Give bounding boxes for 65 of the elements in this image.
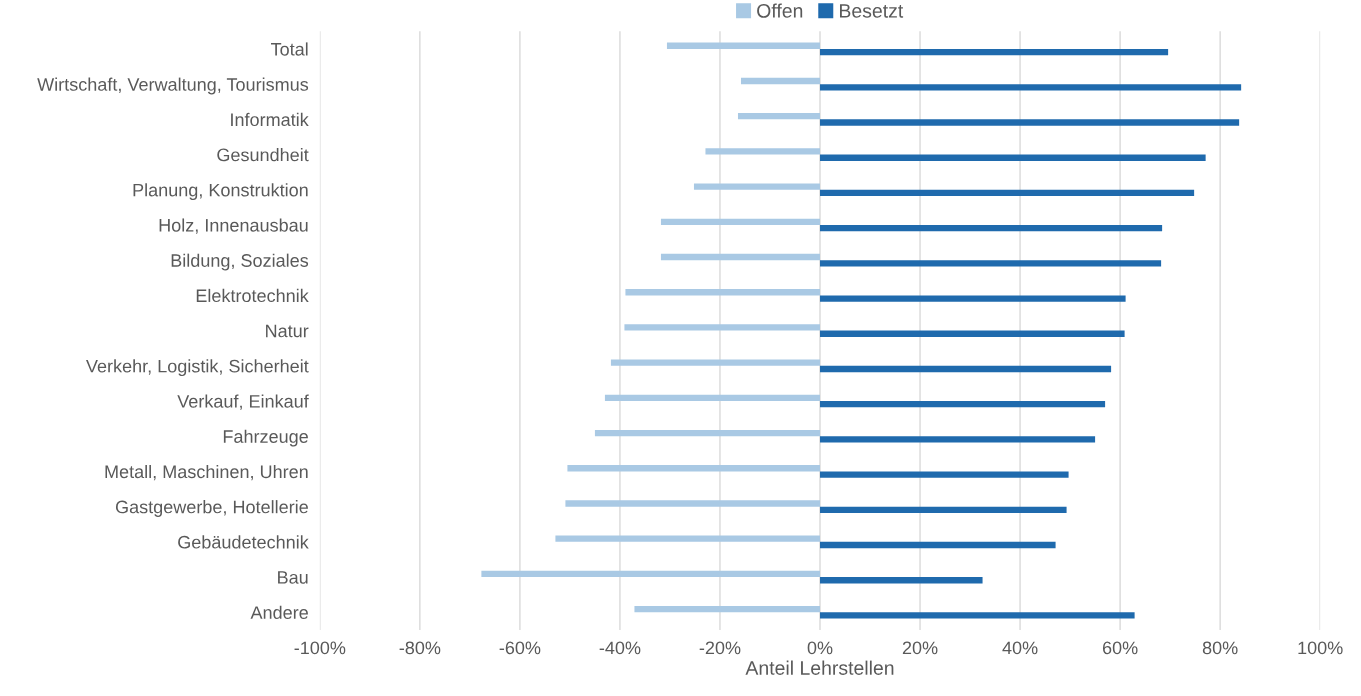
bar: [820, 154, 1206, 161]
x-tick-label: -60%: [499, 641, 541, 655]
x-tick-label: -100%: [294, 641, 346, 655]
bar: [820, 224, 1163, 232]
x-tick-label: -80%: [399, 641, 441, 655]
bar: [820, 401, 1106, 408]
bar: [604, 394, 820, 402]
bar: [660, 253, 820, 261]
y-tick-label: Fahrzeuge: [223, 429, 308, 447]
bar: [820, 471, 1069, 478]
bar: [624, 324, 820, 331]
y-tick-label: Natur: [266, 324, 309, 338]
bar: [820, 541, 1056, 549]
x-tick-label: -20%: [699, 641, 741, 655]
bar: [625, 289, 820, 296]
bar: [610, 359, 820, 366]
bar: [737, 113, 820, 120]
bar: [660, 218, 820, 225]
x-tick-label: 40%: [1002, 641, 1038, 655]
bar: [555, 535, 820, 542]
bar: [820, 577, 983, 584]
y-tick-label: Metall, Maschinen, Uhren: [105, 464, 308, 481]
bar: [820, 48, 1169, 56]
y-tick-label: Planung, Konstruktion: [133, 183, 308, 201]
y-tick-label: Bildung, Soziales: [171, 253, 309, 271]
legend-label: Offen: [757, 3, 803, 18]
bar: [567, 465, 820, 472]
bar: [666, 42, 820, 49]
x-axis-title: Anteil Lehrstellen: [745, 660, 894, 675]
y-tick-label: Gebäudetechnik: [178, 535, 309, 549]
bar: [820, 189, 1195, 197]
y-tick-label: Elektrotechnik: [196, 288, 309, 303]
x-tick-label: 20%: [902, 641, 938, 655]
y-tick-label: Andere: [250, 605, 308, 619]
y-tick-label: Holz, Innenausbau: [159, 218, 308, 234]
y-tick-label: Gastgewerbe, Hotellerie: [115, 500, 308, 517]
bar: [693, 183, 820, 190]
bar: [594, 429, 820, 437]
bar: [820, 84, 1242, 91]
y-tick-label: Gesundheit: [217, 148, 309, 162]
bar: [634, 605, 820, 613]
bar: [820, 612, 1135, 619]
y-tick-label: Wirtschaft, Verwaltung, Tourismus: [37, 77, 309, 95]
x-tick-label: 80%: [1202, 641, 1238, 655]
y-tick-label: Bau: [278, 571, 308, 584]
bar: [481, 570, 820, 578]
bar: [820, 330, 1125, 337]
bar: [820, 365, 1112, 373]
legend-label: Besetzt: [840, 4, 904, 18]
x-tick-label: 60%: [1102, 641, 1138, 655]
bar: [565, 500, 820, 507]
bar: [705, 148, 820, 155]
y-tick-label: Verkehr, Logistik, Sicherheit: [86, 359, 309, 377]
y-tick-label: Informatik: [231, 112, 309, 127]
bar: [820, 119, 1240, 126]
bar: [820, 436, 1096, 443]
x-tick-label: 0%: [807, 641, 833, 655]
x-tick-label: -40%: [599, 641, 641, 655]
bar: [820, 506, 1067, 513]
x-tick-label: 100%: [1298, 641, 1343, 655]
y-tick-label: Total: [271, 42, 308, 56]
bar: [820, 295, 1126, 302]
bar: [820, 260, 1162, 267]
bar: [740, 77, 820, 85]
y-tick-label: Verkauf, Einkauf: [177, 394, 309, 410]
